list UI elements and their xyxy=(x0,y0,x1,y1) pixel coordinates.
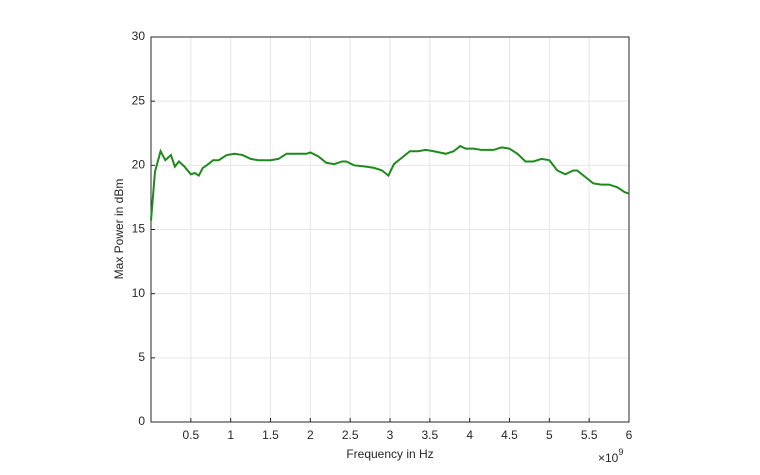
y-tick-label: 10 xyxy=(132,286,146,300)
axes-box xyxy=(150,36,630,423)
x-tick-label: 4 xyxy=(466,428,473,442)
x-tick-label: 1 xyxy=(227,428,234,442)
x-tick-label: 3 xyxy=(387,428,394,442)
x-tick-label: 4.5 xyxy=(501,428,518,442)
x-tick-label: 0.5 xyxy=(182,428,199,442)
x-tick-label: 5 xyxy=(546,428,553,442)
y-tick-label: 25 xyxy=(132,93,146,107)
y-tick-label: 15 xyxy=(132,222,146,236)
x-multiplier-base: ×10 xyxy=(598,451,619,465)
x-tick-label: 2.5 xyxy=(342,428,359,442)
x-tick-label: 1.5 xyxy=(262,428,279,442)
x-multiplier: ×109 xyxy=(598,447,623,465)
x-tick-label: 2 xyxy=(307,428,314,442)
y-axis-label: Max Power in dBm xyxy=(112,179,126,280)
y-tick-label: 5 xyxy=(138,350,145,364)
y-tick-label: 30 xyxy=(132,29,146,43)
data-line xyxy=(150,144,630,221)
x-axis-label: Frequency in Hz xyxy=(346,447,433,461)
y-tick-label: 0 xyxy=(138,414,145,428)
x-tick-label: 3.5 xyxy=(421,428,438,442)
x-tick-label: 6 xyxy=(626,428,633,442)
x-multiplier-exponent: 9 xyxy=(618,447,623,457)
y-tick-label: 20 xyxy=(132,158,146,172)
x-tick-label: 5.5 xyxy=(581,428,598,442)
